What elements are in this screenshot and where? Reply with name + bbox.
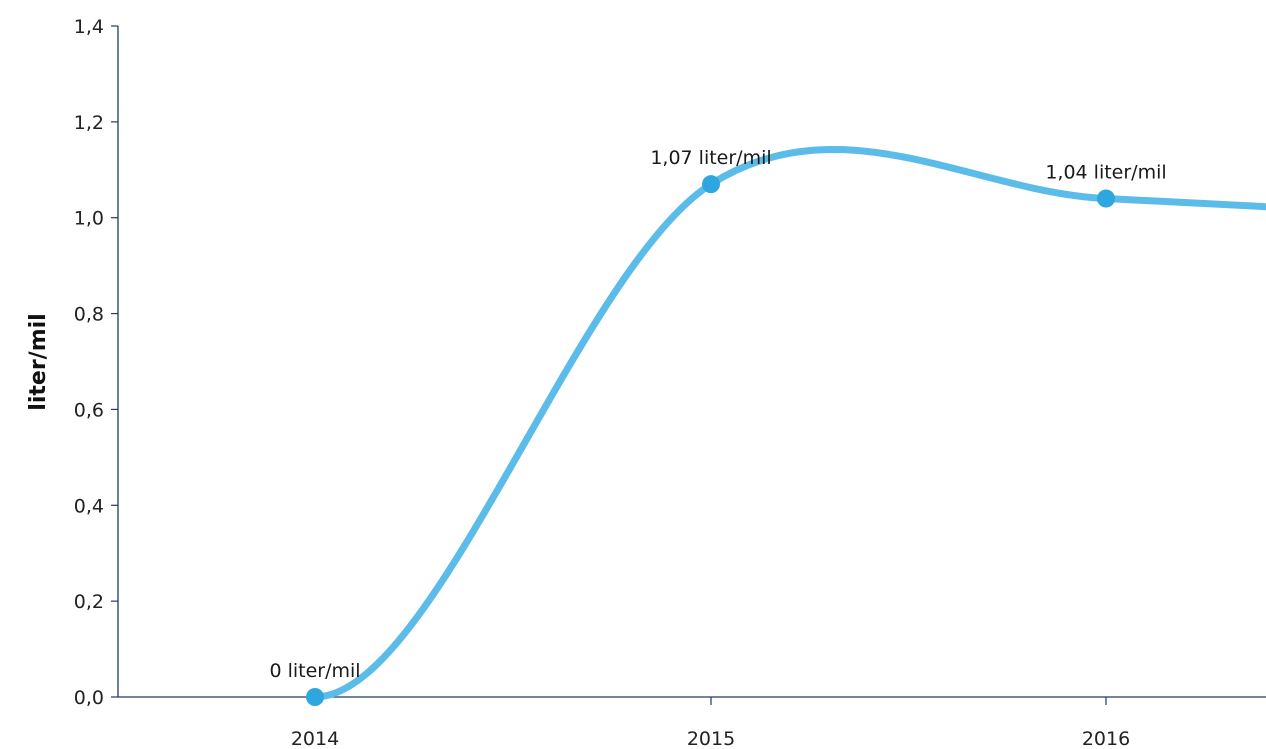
y-tick-label: 1,0 [74, 208, 104, 230]
y-tick-label: 0,2 [74, 591, 104, 613]
x-axis-group: 2014 2015 2016 [118, 696, 1266, 749]
y-tick-label: 0,8 [74, 304, 104, 326]
y-tick-label: 0,4 [74, 495, 104, 517]
x-tick-label: 2016 [1082, 728, 1130, 749]
y-ticks: 0,0 0,2 0,4 0,6 0,8 1,0 1,2 1,4 [74, 16, 118, 709]
data-point [702, 175, 720, 194]
data-label: 1,07 liter/mil [650, 147, 771, 169]
x-tick-label: 2015 [687, 728, 735, 749]
data-point [1097, 189, 1115, 208]
series-line [311, 146, 1266, 701]
y-tick-label: 1,4 [74, 16, 104, 38]
series-group: 0 liter/mil 1,07 liter/mil 1,04 liter/mil [269, 146, 1266, 706]
y-tick-label: 1,2 [74, 112, 104, 134]
data-label: 0 liter/mil [269, 660, 360, 682]
y-tick-label: 0,0 [74, 687, 104, 709]
y-axis-group: 0,0 0,2 0,4 0,6 0,8 1,0 1,2 1,4 [74, 16, 119, 709]
data-label: 1,04 liter/mil [1045, 162, 1166, 184]
data-point [306, 688, 324, 706]
x-ticks: 2014 2015 2016 [291, 697, 1130, 749]
y-axis-title: liter/mil [26, 313, 51, 410]
y-tick-label: 0,6 [74, 399, 104, 421]
x-tick-label: 2014 [291, 728, 339, 749]
